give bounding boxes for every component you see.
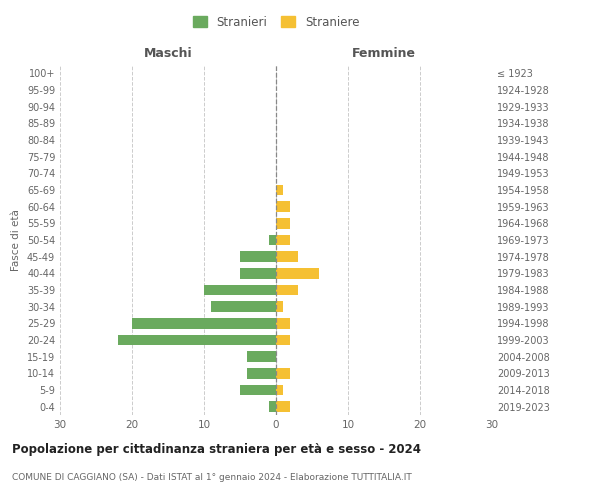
Text: Femmine: Femmine	[352, 47, 416, 60]
Text: Popolazione per cittadinanza straniera per età e sesso - 2024: Popolazione per cittadinanza straniera p…	[12, 442, 421, 456]
Bar	[276, 218, 290, 229]
Bar	[276, 301, 283, 312]
Bar	[276, 251, 298, 262]
Text: Maschi: Maschi	[143, 47, 193, 60]
Bar	[276, 201, 290, 212]
Bar	[240, 384, 276, 396]
Text: COMUNE DI CAGGIANO (SA) - Dati ISTAT al 1° gennaio 2024 - Elaborazione TUTTITALI: COMUNE DI CAGGIANO (SA) - Dati ISTAT al …	[12, 472, 412, 482]
Bar	[211, 301, 276, 312]
Bar	[247, 368, 276, 379]
Y-axis label: Fasce di età: Fasce di età	[11, 209, 21, 271]
Bar	[118, 334, 276, 345]
Bar	[276, 368, 290, 379]
Bar	[276, 318, 290, 329]
Bar	[276, 334, 290, 345]
Bar	[240, 268, 276, 279]
Bar	[132, 318, 276, 329]
Bar	[240, 251, 276, 262]
Bar	[276, 284, 298, 296]
Bar	[276, 268, 319, 279]
Bar	[276, 184, 283, 196]
Legend: Stranieri, Straniere: Stranieri, Straniere	[188, 11, 364, 34]
Bar	[276, 384, 283, 396]
Bar	[276, 234, 290, 246]
Bar	[269, 234, 276, 246]
Bar	[247, 351, 276, 362]
Bar	[204, 284, 276, 296]
Bar	[269, 401, 276, 412]
Bar	[276, 401, 290, 412]
